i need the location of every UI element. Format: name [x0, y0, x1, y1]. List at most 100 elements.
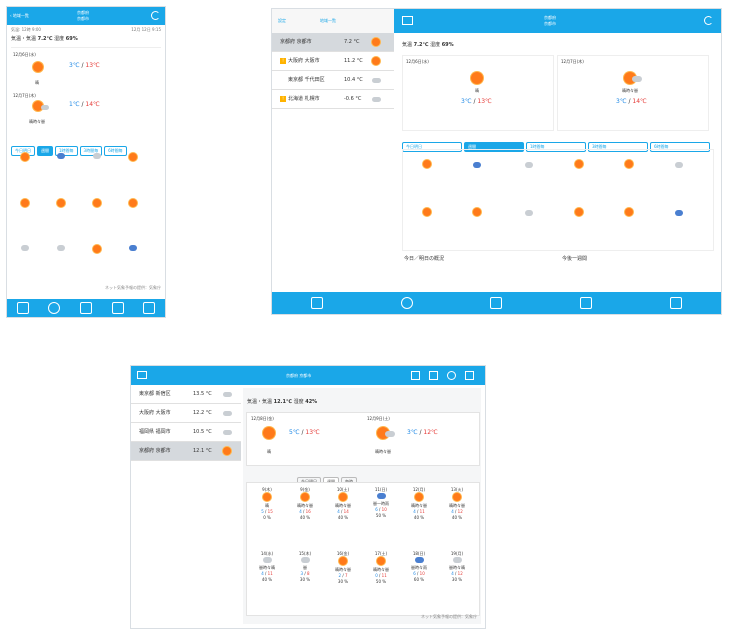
header-pref: 京都府 [77, 10, 89, 15]
week-day-cell: 13(火) 晴時々曇 4 / 12 40 % [439, 487, 475, 521]
sidebar-item[interactable]: 大阪府 大阪市 12.2 °C [131, 404, 241, 423]
sidebar-item[interactable]: 京都府 京都市 12.1 °C [131, 442, 241, 461]
wx-label: 曇時々雨 [411, 565, 427, 570]
star-icon[interactable] [48, 302, 61, 314]
wx-label: 晴時々曇 [411, 503, 427, 508]
tablet1-week-grid [402, 149, 714, 251]
map-icon[interactable] [411, 371, 420, 380]
refresh-icon[interactable] [704, 16, 713, 25]
temp-value: 7.2℃ [37, 36, 53, 42]
temps: 3 / 8 [300, 571, 310, 576]
tab-week[interactable]: 週間 [464, 142, 524, 152]
sidebar-toggle-icon[interactable] [402, 16, 413, 25]
pop: 40 % [337, 515, 349, 520]
cloud-icon [41, 105, 49, 110]
tab-6h[interactable]: 6時間毎 [650, 142, 710, 152]
header-city: 京都市 [544, 21, 556, 26]
tablet1-sidebar: 京都府 京都市 7.2 °C ! 大阪府 大阪市 11.2 °C 東京都 千代田区… [272, 33, 394, 113]
week-day-cell: 15(木) 曇 3 / 8 30 % [287, 551, 323, 583]
sun-icon [377, 557, 385, 565]
list-icon[interactable] [143, 302, 156, 314]
temps: 5 / 15 [261, 509, 273, 514]
wx-label: 曇一時雨 [373, 501, 389, 506]
refresh-icon[interactable] [151, 11, 160, 20]
tab-1h[interactable]: 1時間毎 [55, 146, 78, 156]
sidebar-item[interactable]: 東京都 新宿区 13.5 °C [131, 385, 241, 404]
week-day-cell: 9(金) 晴時々曇 4 / 16 40 % [287, 487, 323, 521]
today-date: 12月6日(水) [13, 52, 36, 57]
header-title[interactable]: 京都府 京都市 [286, 373, 312, 378]
sun-icon [339, 557, 347, 565]
update-right: 12月 12日 9:15 [131, 27, 161, 32]
satellite-icon[interactable] [429, 371, 438, 380]
humidity-value: 69% [65, 36, 78, 42]
temps: 6 / 10 [375, 507, 387, 512]
section-week-outlook: 今後一週間 [562, 256, 588, 262]
temps: 4 / 12 [451, 509, 463, 514]
map-icon[interactable] [490, 297, 503, 309]
tomorrow-temps: 1℃ / 14℃ [69, 101, 100, 108]
rain-icon [414, 557, 424, 563]
tablet1-tabs: 今日明日 週間 1時間毎 3時間毎 6時間毎 [402, 133, 712, 152]
sun-icon [372, 38, 380, 46]
back-button[interactable]: ‹ 地域一覧 [10, 13, 29, 18]
sidebar-item[interactable]: 京都府 京都市 7.2 °C [272, 33, 394, 52]
wx-label: 晴時々曇 [449, 503, 465, 508]
sidebar-item[interactable]: ! 北海道 札幌市 -0.6 °C [272, 90, 394, 109]
star-icon[interactable] [400, 297, 413, 309]
satellite-icon[interactable] [310, 297, 323, 309]
sidebar-toggle-icon[interactable] [137, 371, 147, 379]
sidebar-item[interactable]: 福岡県 福岡市 10.5 °C [131, 423, 241, 442]
phone-header: ‹ 地域一覧 京都府 京都市 [7, 7, 165, 25]
camera-icon[interactable] [580, 297, 593, 309]
cloud-icon [372, 78, 381, 83]
tab-6h[interactable]: 6時間毎 [104, 146, 127, 156]
sidebar-item[interactable]: ! 大阪府 大阪市 11.2 °C [272, 52, 394, 71]
cloud-icon [21, 245, 29, 251]
tab-1h[interactable]: 1時間毎 [526, 142, 586, 152]
sun-icon [473, 208, 481, 216]
sun-icon [93, 199, 101, 207]
tab-3h[interactable]: 3時間毎 [79, 146, 103, 156]
day-label: 9(金) [300, 487, 310, 492]
tablet1-header: 京都府 京都市 [394, 9, 721, 33]
day-label: 19(月) [450, 551, 464, 556]
week-day-cell: 18(日) 曇時々雨 6 / 10 60 % [401, 551, 437, 583]
wx-label: 曇時々晴 [449, 565, 465, 570]
region-list-title: 地域一覧 [320, 18, 336, 23]
rain-icon [376, 493, 386, 499]
list-icon[interactable] [670, 297, 683, 309]
star-icon[interactable] [447, 371, 456, 380]
cloud-icon [632, 76, 642, 82]
wx-label: 曇時々晴 [259, 565, 275, 570]
pop: 50 % [375, 513, 387, 518]
temps: 4 / 11 [413, 509, 425, 514]
settings-link[interactable]: 設定 [278, 18, 286, 23]
tomorrow-wx: 晴時々曇 [29, 119, 45, 124]
sun-icon [453, 493, 461, 501]
sun-icon [129, 153, 137, 161]
map-icon[interactable] [79, 302, 92, 314]
day-label: 11(日) [374, 487, 388, 492]
section-today-outlook: 今日／明日の概況 [404, 256, 445, 262]
satellite-icon[interactable] [16, 302, 29, 314]
tab-week[interactable]: 週間 [37, 146, 53, 156]
tomorrow-card: 12月7日(木) 晴時々曇 1℃ / 14℃ [11, 93, 161, 135]
pop: 40 % [299, 515, 311, 520]
cloud-icon [223, 411, 232, 416]
week-day-cell: 9(木) 晴 5 / 15 0 % [249, 487, 285, 521]
sun-icon [625, 160, 633, 168]
cloud-icon [93, 153, 101, 159]
list-icon[interactable] [465, 371, 474, 380]
cloud-icon [525, 162, 533, 168]
header-city: 京都市 [77, 16, 89, 21]
header-pref: 京都府 [544, 15, 556, 20]
tablet1-main: 気温 7.2℃ 湿度 69% 12月6日(水) 晴 3℃ / 13℃ 12月7日… [402, 41, 714, 262]
tab-today[interactable]: 今日明日 [402, 142, 462, 152]
phone-week-grid [13, 153, 159, 283]
sidebar-item[interactable]: 東京都 千代田区 10.4 °C [272, 71, 394, 90]
current-row: 気温 7.2℃ 湿度 69% [402, 42, 454, 48]
camera-icon[interactable] [111, 302, 124, 314]
tablet2-header: 京都府 京都市 [131, 366, 485, 385]
tab-3h[interactable]: 3時間毎 [588, 142, 648, 152]
